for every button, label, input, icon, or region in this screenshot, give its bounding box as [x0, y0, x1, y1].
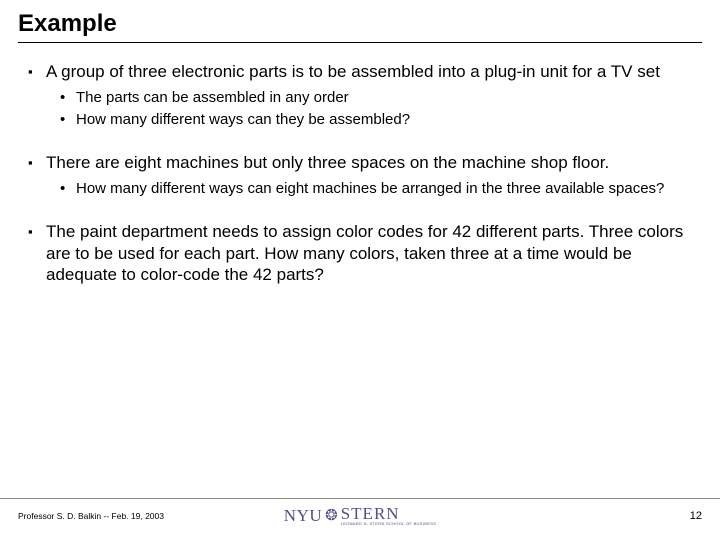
- bullet-block: ▪ There are eight machines but only thre…: [28, 152, 698, 200]
- square-bullet-icon: ▪: [28, 152, 46, 171]
- sub-list: • How many different ways can eight mach…: [58, 179, 698, 199]
- stern-logo-text: STERN: [341, 505, 436, 522]
- footer: Professor S. D. Balkin -- Feb. 19, 2003 …: [0, 498, 720, 532]
- bullet-block: ▪ A group of three electronic parts is t…: [28, 61, 698, 130]
- bullet-item: ▪ The paint department needs to assign c…: [28, 221, 698, 285]
- torch-icon: ❂: [325, 508, 338, 523]
- slide-content: ▪ A group of three electronic parts is t…: [18, 61, 702, 285]
- slide-title: Example: [18, 10, 702, 43]
- dot-bullet-icon: •: [58, 179, 76, 199]
- bullet-text: A group of three electronic parts is to …: [46, 61, 660, 82]
- stern-logo-wrap: STERN LEONARD N. STERN SCHOOL OF BUSINES…: [341, 505, 436, 526]
- slide: Example ▪ A group of three electronic pa…: [0, 0, 720, 540]
- dot-bullet-icon: •: [58, 110, 76, 130]
- sub-text: The parts can be assembled in any order: [76, 88, 349, 108]
- footer-logo: NYU ❂ STERN LEONARD N. STERN SCHOOL OF B…: [284, 505, 436, 526]
- bullet-text: The paint department needs to assign col…: [46, 221, 698, 285]
- sub-text: How many different ways can they be asse…: [76, 110, 410, 130]
- bullet-item: ▪ There are eight machines but only thre…: [28, 152, 698, 173]
- bullet-text: There are eight machines but only three …: [46, 152, 609, 173]
- stern-logo-subtitle: LEONARD N. STERN SCHOOL OF BUSINESS: [341, 522, 436, 526]
- sub-item: • How many different ways can eight mach…: [58, 179, 698, 199]
- square-bullet-icon: ▪: [28, 61, 46, 80]
- sub-list: • The parts can be assembled in any orde…: [58, 88, 698, 130]
- bullet-item: ▪ A group of three electronic parts is t…: [28, 61, 698, 82]
- nyu-logo-text: NYU: [284, 506, 322, 526]
- sub-item: • The parts can be assembled in any orde…: [58, 88, 698, 108]
- sub-item: • How many different ways can they be as…: [58, 110, 698, 130]
- page-number: 12: [690, 510, 702, 522]
- sub-text: How many different ways can eight machin…: [76, 179, 664, 199]
- footer-author-date: Professor S. D. Balkin -- Feb. 19, 2003: [18, 511, 164, 521]
- bullet-block: ▪ The paint department needs to assign c…: [28, 221, 698, 285]
- square-bullet-icon: ▪: [28, 221, 46, 240]
- dot-bullet-icon: •: [58, 88, 76, 108]
